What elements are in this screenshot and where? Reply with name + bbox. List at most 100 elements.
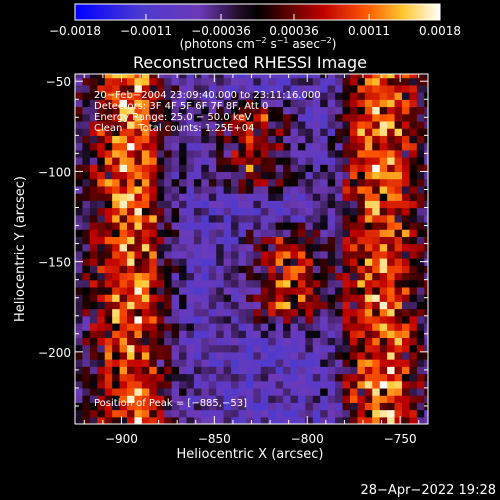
heatmap-cell [193,99,202,108]
heatmap-cell [134,380,143,389]
heatmap-cell [335,315,344,324]
heatmap-cell [171,351,180,360]
heatmap-cell [268,395,277,403]
heatmap-cell [305,221,314,230]
heatmap-cell [342,366,351,375]
heatmap-cell [335,409,344,418]
heatmap-cell [186,250,195,259]
heatmap-cell [305,380,314,389]
heatmap-cell [394,330,403,339]
heatmap-cell [112,279,121,288]
heatmap-cell [82,84,91,93]
heatmap-cell [149,308,158,317]
heatmap-cell [112,409,121,418]
heatmap-cell [193,164,202,173]
heatmap-cell [186,128,195,136]
heatmap-cell [75,243,84,252]
heatmap-cell [127,315,136,324]
heatmap-cell [379,243,388,252]
heatmap-cell [186,92,195,100]
heatmap-cell [349,229,358,237]
heatmap-cell [231,330,240,339]
heatmap-cell [312,402,321,411]
heatmap-cell [335,359,344,367]
heatmap-cell [223,337,232,346]
heatmap-cell [75,106,84,115]
heatmap-cell [275,200,284,209]
heatmap-cell [238,351,247,360]
heatmap-cell [208,92,217,100]
heatmap-cell [216,120,225,129]
heatmap-cell [342,286,351,295]
heatmap-cell [320,286,329,295]
heatmap-cell [141,402,150,411]
heatmap-cell [416,344,425,353]
heatmap-cell [208,164,217,173]
heatmap-cell [231,171,240,180]
heatmap-cell [268,164,277,173]
heatmap-cell [201,74,210,79]
heatmap-cell [156,250,165,259]
heatmap-cell [394,409,403,418]
heatmap-cell [416,178,425,187]
heatmap-cell [245,185,254,194]
heatmap-cell [82,286,91,295]
heatmap-cell [394,106,403,115]
heatmap-cell [75,207,84,216]
heatmap-cell [134,156,143,165]
heatmap-cell [379,77,388,86]
heatmap-cell [379,92,388,100]
heatmap-cell [75,265,84,274]
heatmap-cell [164,359,173,367]
heatmap-cell [156,286,165,295]
heatmap-cell [394,214,403,223]
heatmap-cell [409,344,418,353]
heatmap-cell [416,128,425,136]
heatmap-cell [201,366,210,375]
colorbar-tick-label: −0.0018 [49,24,101,38]
heatmap-cell [82,99,91,108]
heatmap-cell [134,366,143,375]
heatmap-cell [82,214,91,223]
heatmap-cell [97,84,106,93]
heatmap-cell [134,106,143,115]
heatmap-cell [283,84,292,93]
heatmap-cell [349,351,358,360]
heatmap-cell [342,315,351,324]
heatmap-cell [372,77,381,86]
heatmap-cell [409,113,418,122]
heatmap-cell [320,156,329,165]
y-axis-label: Heliocentric Y (arcsec) [13,176,28,322]
heatmap-cell [208,135,217,144]
heatmap-cell [401,330,411,339]
heatmap-cell [119,272,128,281]
heatmap-cell [260,236,269,245]
heatmap-cell [305,351,314,360]
heatmap-cell [342,294,351,302]
heatmap-cell [82,315,91,324]
heatmap-cell [216,113,225,122]
heatmap-cell [335,279,344,288]
heatmap-cell [394,315,403,324]
heatmap-cell [335,92,344,100]
y-tick-label: −150 [38,256,71,270]
heatmap-cell [283,92,292,100]
heatmap-cell [223,99,232,108]
heatmap-cell [149,185,158,194]
heatmap-cell [75,351,84,360]
heatmap-cell [134,330,143,339]
heatmap-cell [193,92,202,100]
heatmap-cell [342,272,351,281]
heatmap-cell [112,243,121,252]
heatmap-cell [409,77,418,86]
heatmap-cell [231,366,240,375]
heatmap-cell [305,366,314,375]
heatmap-cell [283,250,292,259]
heatmap-cell [75,120,84,129]
heatmap-cell [223,279,232,288]
heatmap-cell [416,301,425,310]
heatmap-cell [127,200,136,209]
heatmap-cell [401,74,411,79]
heatmap-cell [164,99,173,108]
heatmap-cell [335,135,344,144]
